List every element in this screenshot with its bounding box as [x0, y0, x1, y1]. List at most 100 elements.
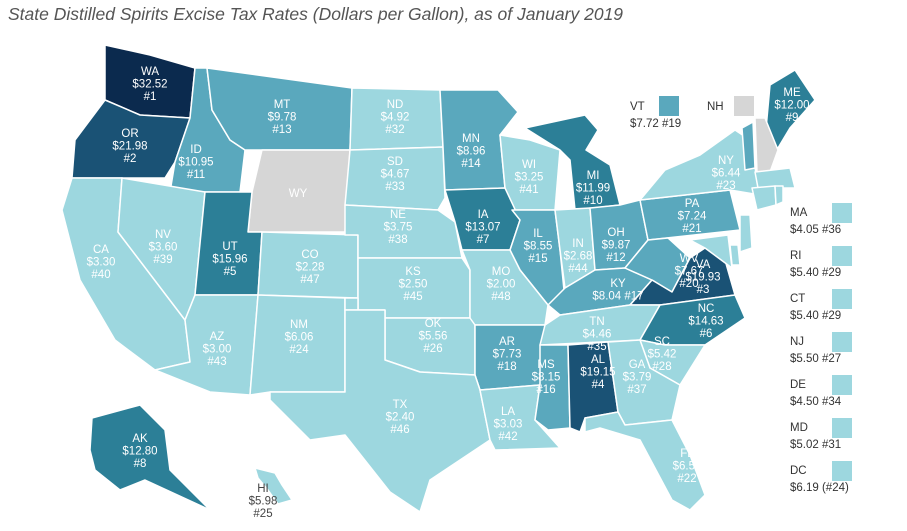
legend-swatch — [832, 375, 852, 395]
legend-value: $5.02 #31 — [790, 439, 842, 451]
state-label-OK-line: #26 — [423, 343, 442, 355]
state-label-ID: ID $10.95 #11 — [178, 144, 213, 181]
state-label-UT-line: $15.96 — [212, 254, 247, 266]
state-NH — [754, 117, 779, 173]
legend-code: CT — [790, 293, 806, 305]
state-label-AL-line: AL — [591, 354, 606, 366]
state-label-WI-line: WI — [522, 159, 536, 171]
nh-callout: NH — [707, 96, 755, 116]
state-label-NY-line: #23 — [716, 180, 735, 192]
vt-callout: VT $7.72 #19 — [630, 96, 681, 130]
state-label-VA-line: #3 — [697, 284, 710, 296]
state-label-GA-line: $3.79 — [623, 372, 652, 384]
legend-code: MA — [790, 207, 808, 219]
state-label-VA-line: VA — [696, 259, 711, 271]
state-label-NY: NY $6.44 #23 — [712, 155, 741, 192]
state-label-SD-line: $4.67 — [381, 169, 410, 181]
state-label-LA-line: $3.03 — [494, 419, 523, 431]
state-label-AZ: AZ $3.00 #43 — [203, 331, 232, 368]
state-label-MN-line: #14 — [461, 158, 481, 170]
nh-swatch — [734, 96, 755, 116]
state-MA — [754, 167, 796, 189]
state-label-KY: KY $8.04 #17 — [592, 278, 643, 303]
state-WY — [247, 149, 351, 233]
state-label-ND: ND $4.92 #32 — [381, 99, 410, 136]
state-label-KS: KS $2.50 #45 — [399, 266, 428, 303]
state-label-NE-line: NE — [390, 209, 406, 221]
state-label-WA-line: $32.52 — [132, 79, 167, 91]
state-label-AZ-line: $3.00 — [203, 344, 232, 356]
state-label-IA: IA $13.07 #7 — [465, 209, 500, 246]
state-label-OH-line: #12 — [606, 252, 625, 264]
state-label-FL-line: $6.50 — [673, 461, 702, 473]
state-label-TX: TX $2.40 #46 — [386, 399, 415, 436]
state-label-PA-line: PA — [685, 198, 700, 210]
state-label-OK-line: OK — [425, 318, 442, 330]
state-label-MT-line: #13 — [272, 124, 291, 136]
state-label-CO-line: $2.28 — [296, 262, 325, 274]
state-MO — [461, 249, 549, 326]
state-label-WY-line: WY — [289, 188, 308, 200]
legend-swatch — [832, 203, 852, 223]
state-label-ME-line: $12.00 — [774, 100, 809, 112]
state-label-SC-line: SC — [654, 336, 670, 348]
state-label-LA-line: #42 — [498, 431, 517, 443]
state-label-AR-line: #18 — [497, 361, 516, 373]
state-label-NY-line: NY — [718, 155, 734, 167]
state-label-TX-line: TX — [393, 399, 408, 411]
state-AK — [89, 404, 211, 511]
state-label-VA: VA $19.93 #3 — [685, 259, 720, 296]
state-label-MI-line: $11.99 — [576, 183, 610, 195]
state-label-SD: SD $4.67 #33 — [381, 156, 410, 193]
vt-swatch — [659, 96, 680, 116]
state-MD — [689, 234, 733, 269]
legend-code: MD — [790, 422, 808, 434]
state-label-MS-line: #16 — [536, 384, 555, 396]
state-label-SC-line: #28 — [652, 361, 671, 373]
state-label-TN-line: #35 — [587, 341, 606, 353]
state-label-WI-line: $3.25 — [515, 172, 544, 184]
state-label-NM: NM $6.06 #24 — [285, 319, 314, 356]
legend-item-NJ: NJ $5.50 #27 — [790, 332, 860, 365]
state-label-LA-line: LA — [501, 406, 515, 418]
state-label-IN-line: IN — [572, 238, 584, 250]
state-label-FL-line: FL — [680, 448, 694, 460]
state-label-IL-line: IL — [533, 228, 543, 240]
legend-swatch — [832, 289, 852, 309]
state-label-WV-line: $7.67 — [675, 266, 704, 278]
state-label-WA-line: WA — [141, 66, 159, 78]
state-label-CO: CO $2.28 #47 — [296, 249, 325, 286]
state-label-WI: WI $3.25 #41 — [515, 159, 544, 196]
state-label-MI: MI $11.99 #10 — [576, 170, 610, 207]
state-label-ND-line: #32 — [385, 124, 404, 136]
legend-item-DE: DE $4.50 #34 — [790, 375, 860, 408]
state-label-IN-line: $2.68 — [564, 251, 593, 263]
state-HI — [254, 467, 293, 505]
legend-swatch — [832, 461, 852, 481]
state-label-KS-line: KS — [405, 266, 421, 278]
state-label-MS-line: $8.15 — [532, 372, 561, 384]
state-label-MN-line: $8.96 — [457, 146, 486, 158]
state-label-CA-line: CA — [93, 244, 109, 256]
state-label-SC-line: $5.42 — [648, 349, 677, 361]
state-label-OK-line: $5.56 — [419, 331, 448, 343]
state-label-IN: IN $2.68 #44 — [564, 238, 593, 275]
state-label-NE-line: $3.75 — [384, 222, 413, 234]
state-label-AZ-line: #43 — [207, 356, 226, 368]
state-label-MO-line: MO — [492, 266, 511, 278]
state-RI — [774, 185, 784, 206]
state-label-NC-line: NC — [698, 303, 715, 315]
state-label-AL-line: #4 — [592, 379, 605, 391]
state-label-IN-line: #44 — [568, 263, 588, 275]
nh-code: NH — [707, 101, 724, 114]
state-label-OR-line: OR — [121, 128, 138, 140]
state-label-MS-line: MS — [537, 359, 555, 371]
state-label-TN-line: TN — [589, 316, 604, 328]
state-label-UT: UT $15.96 #5 — [212, 241, 247, 278]
state-NY — [639, 129, 761, 201]
state-label-ND-line: $4.92 — [381, 112, 410, 124]
state-label-FL-line: #22 — [677, 473, 696, 485]
state-label-NC: NC $14.63 #6 — [688, 303, 723, 340]
state-label-NM-line: $6.06 — [285, 332, 314, 344]
legend-value: $6.19 (#24) — [790, 482, 849, 494]
